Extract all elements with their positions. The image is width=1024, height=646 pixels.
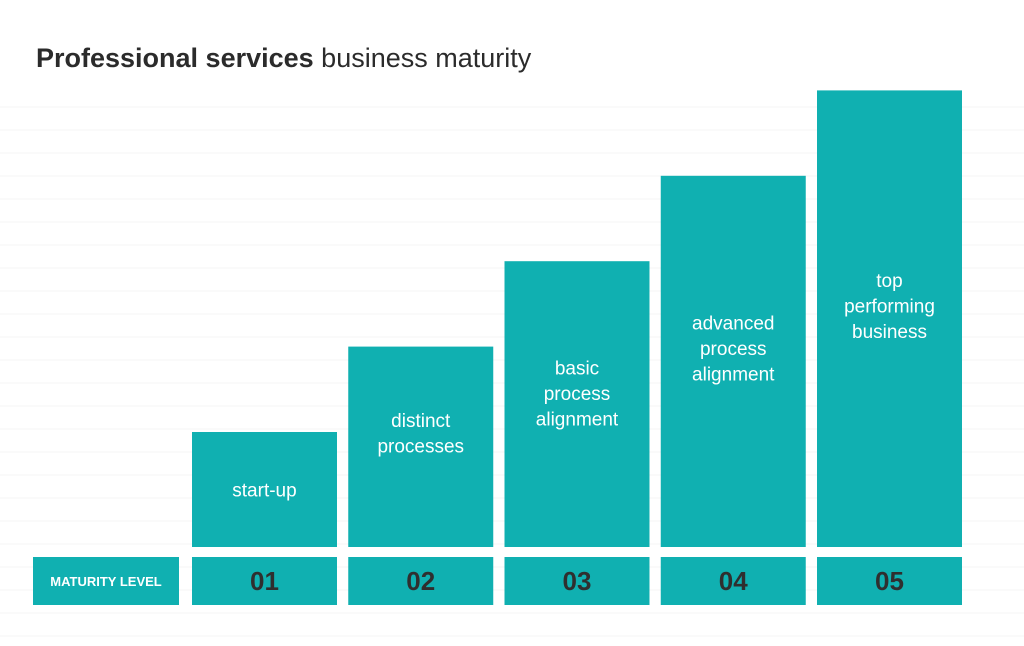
bar-group-01: start-up [192,432,337,547]
bar-label: processes [377,436,464,457]
level-box [192,557,337,605]
bars: start-up distinct processes basic process ali… [192,90,962,548]
bar-group-05: top performing business [817,90,962,548]
level-box [504,557,650,605]
bar [504,261,650,547]
maturity-levels: 01 02 03 04 05 MATURITY LEVEL [33,557,962,605]
bar-label: advanced [692,313,774,334]
x-axis-label: MATURITY LEVEL [50,574,162,589]
level-box [348,557,494,605]
bar-group-04: advanced process alignment [660,175,806,548]
level-number: 05 [875,566,904,596]
bar-label: performing [844,296,935,317]
bar [192,432,337,547]
level-box [817,557,962,605]
bar-group-02: distinct processes [348,346,494,547]
chart-title-bold: Professional services [36,43,314,73]
bar-label: process [544,384,611,405]
level-number: 04 [719,566,748,596]
bar [660,175,806,548]
bar-group-03: basic process alignment [504,261,650,547]
level-number: 03 [563,566,592,596]
bar-label: business [852,322,927,343]
maturity-level-caption-box [33,557,179,605]
chart-title: Professional services business maturity [36,40,531,76]
bar-label: top [876,271,902,292]
bar-label: alignment [536,410,619,431]
level-number: 01 [250,566,279,596]
bar [348,346,494,547]
bar-label: process [700,339,767,360]
bar-label: basic [555,359,599,380]
level-number: 02 [406,566,435,596]
level-box [660,557,806,605]
bar-label: distinct [391,411,451,432]
chart-title-rest: business maturity [313,43,532,73]
bar-label: start-up [232,481,296,502]
bar [817,90,962,548]
bar-label: alignment [692,364,775,385]
